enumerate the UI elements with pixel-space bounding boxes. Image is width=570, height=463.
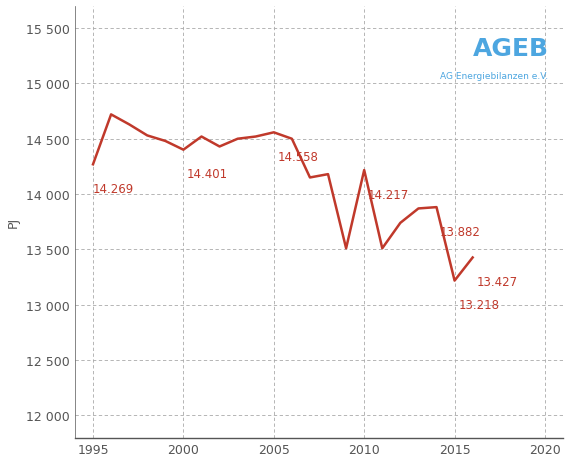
Text: 14.217: 14.217 [368,188,409,201]
Text: AG Energiebilanzen e.V.: AG Energiebilanzen e.V. [440,71,548,81]
Y-axis label: PJ: PJ [7,217,20,228]
Text: 13.427: 13.427 [477,275,518,288]
Text: 14.401: 14.401 [187,168,228,181]
Text: 13.218: 13.218 [458,298,499,311]
Text: 13.882: 13.882 [440,225,481,238]
Text: AGEB: AGEB [473,37,548,61]
Text: 14.558: 14.558 [278,150,318,163]
Text: 14.269: 14.269 [93,182,135,195]
